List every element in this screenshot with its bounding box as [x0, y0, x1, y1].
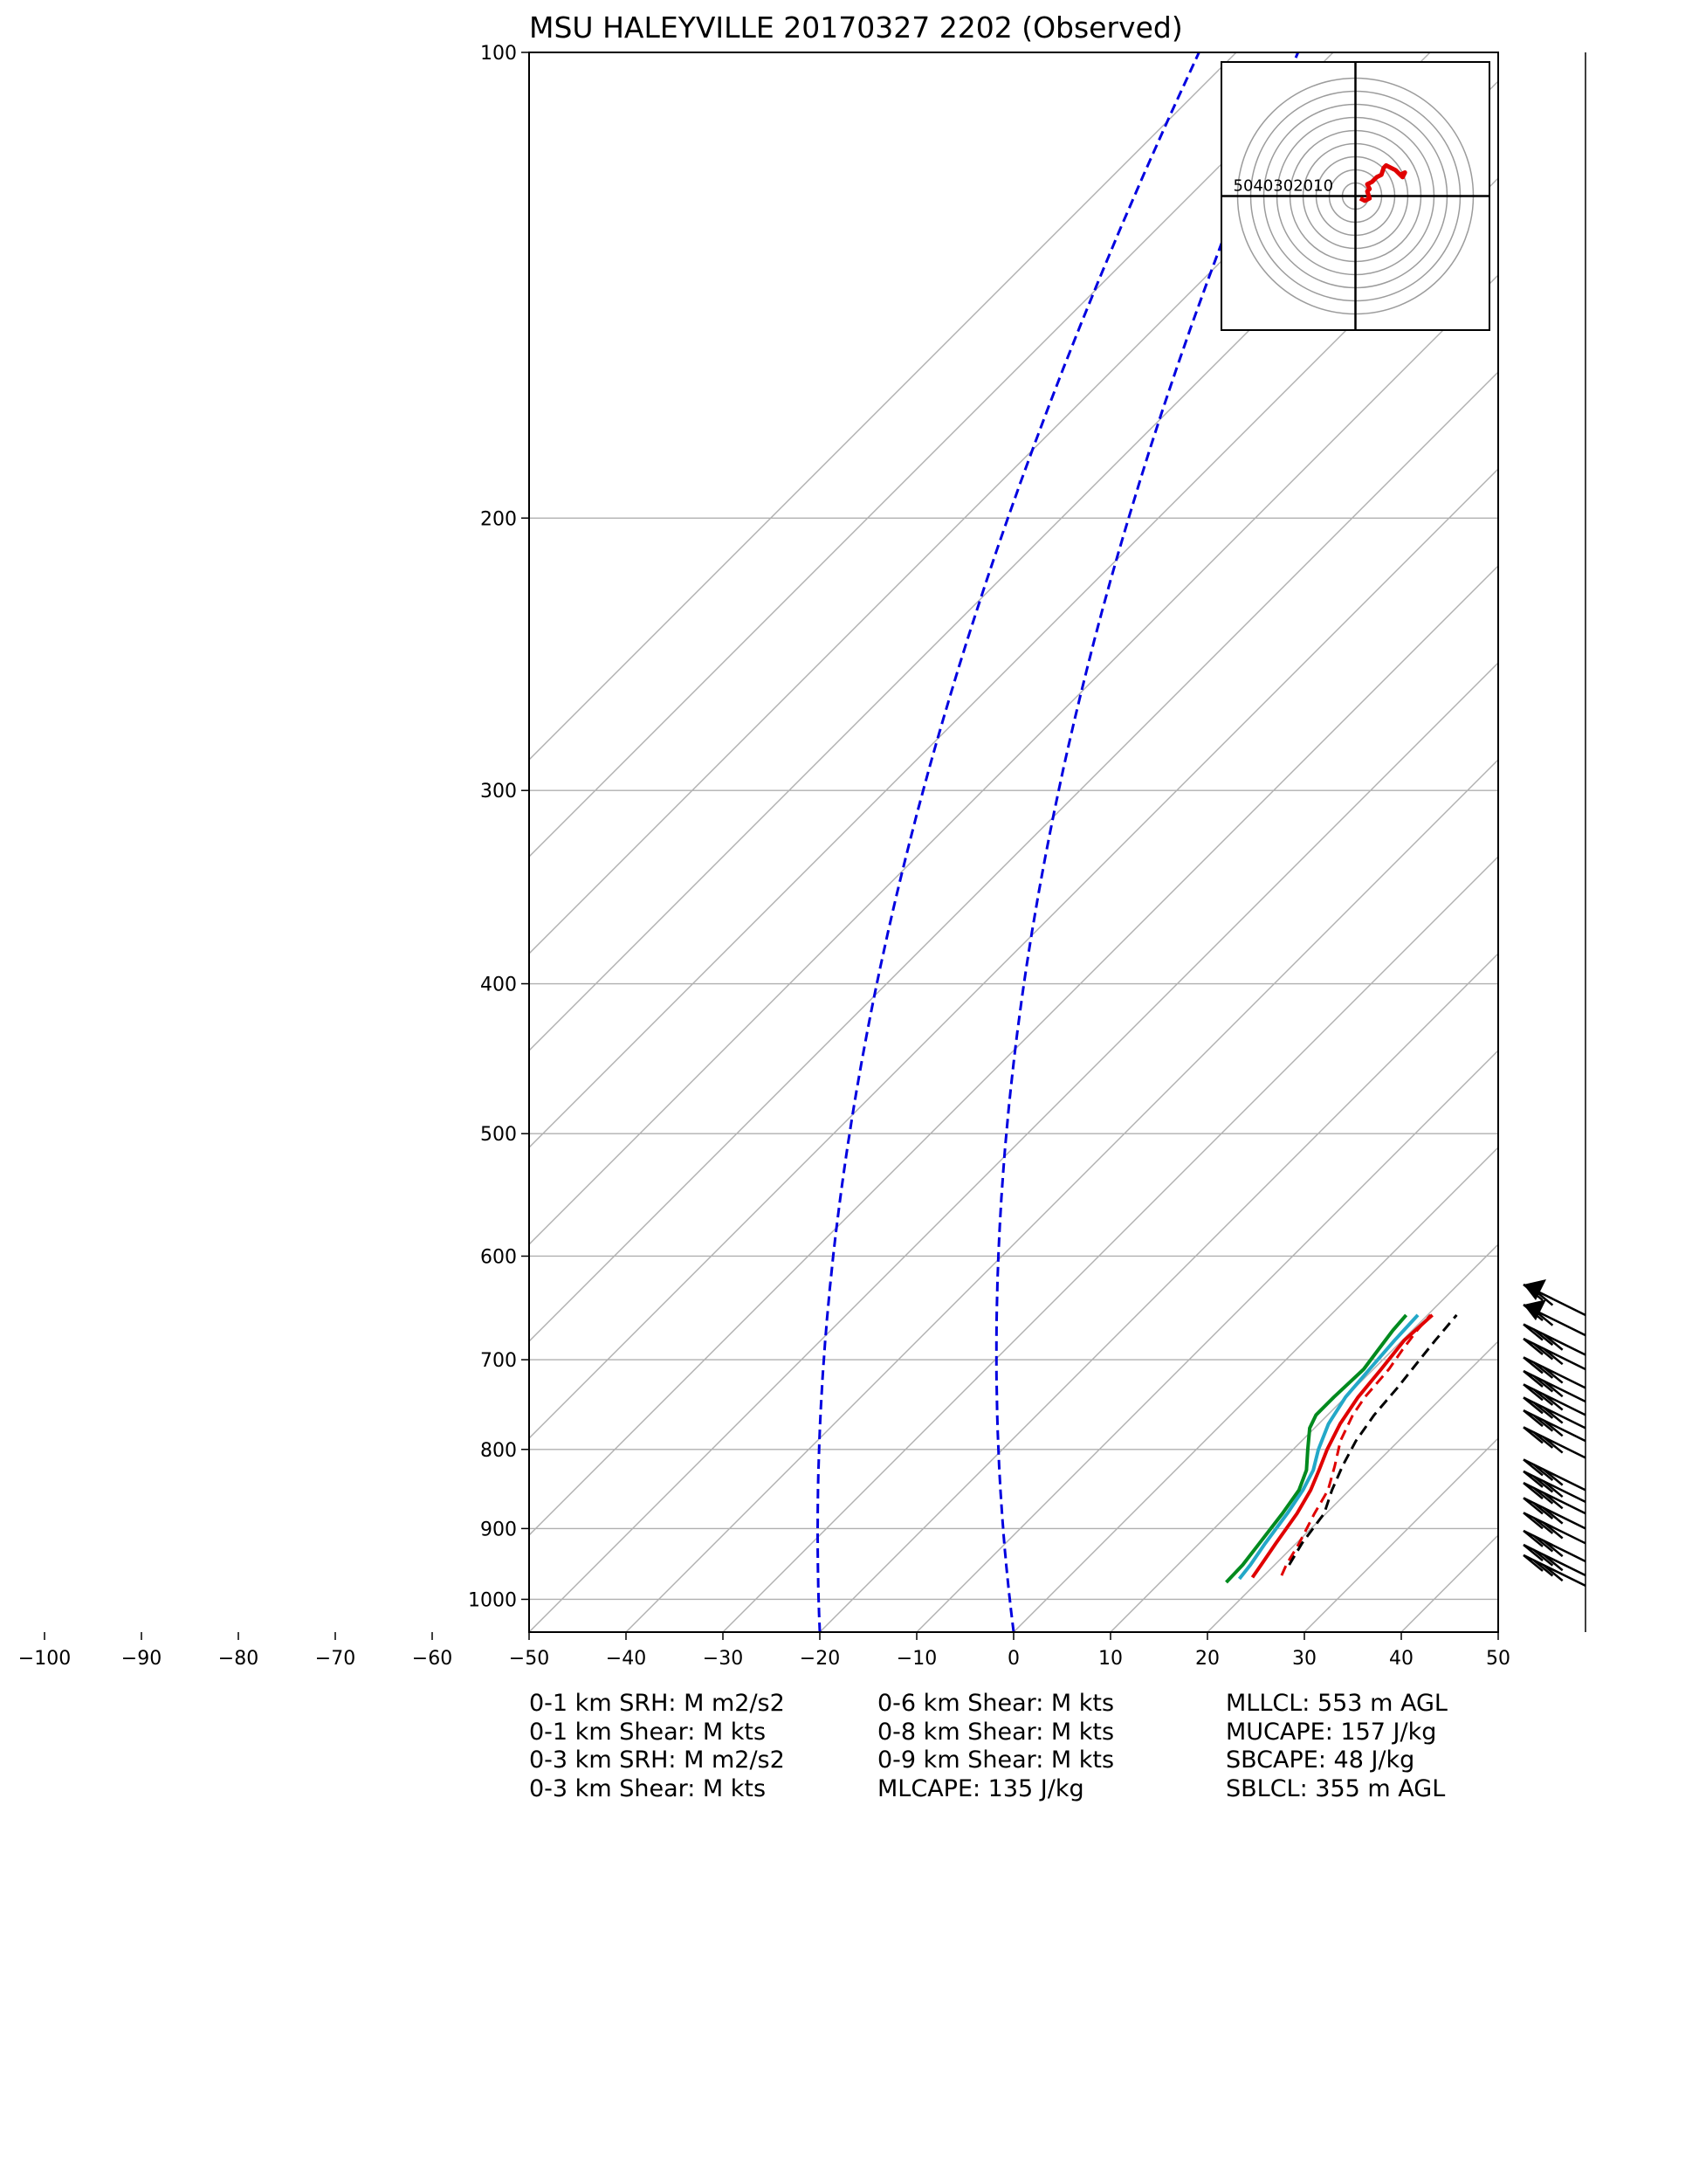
- wind-barb: [1523, 1470, 1586, 1504]
- isotherm-line: [529, 662, 1498, 1632]
- stats-column-1: 0-1 km SRH: M m2/s2 0-1 km Shear: M kts …: [529, 1690, 785, 1803]
- wind-barb: [1523, 1299, 1586, 1337]
- isotherm-line: [1013, 1147, 1498, 1632]
- sounding-traces: [1225, 1313, 1458, 1584]
- wind-barb: [1523, 1497, 1586, 1530]
- temperature-tick-label: 40: [1389, 1648, 1414, 1670]
- temperature-tick-label: −80: [218, 1648, 258, 1670]
- hodograph-frame: [1221, 61, 1490, 331]
- wind-barb: [1523, 1481, 1586, 1515]
- stat-mlcape: MLCAPE: 135 J/kg: [877, 1774, 1084, 1802]
- temperature-tick-label: 30: [1292, 1648, 1317, 1670]
- stats-column-3: MLLCL: 553 m AGL MUCAPE: 157 J/kg SBCAPE…: [1226, 1690, 1448, 1803]
- sounding-trace-3: [1225, 1313, 1408, 1584]
- pressure-tick-label: 200: [480, 508, 517, 530]
- temperature-tick-label: 0: [1008, 1648, 1020, 1670]
- stat-mucape: MUCAPE: 157 J/kg: [1226, 1718, 1437, 1746]
- hodograph-inset: 5040302010: [1221, 61, 1490, 331]
- stat-sbcape: SBCAPE: 48 J/kg: [1226, 1747, 1415, 1774]
- stat-sblcl: SBLCL: 355 m AGL: [1226, 1774, 1446, 1802]
- temperature-tick-label: 10: [1098, 1648, 1123, 1670]
- wind-barb: [1523, 1512, 1586, 1545]
- temperature-tick-label: −30: [703, 1648, 743, 1670]
- temperature-tick-label: −20: [800, 1648, 840, 1670]
- temperature-tick-label: −50: [509, 1648, 549, 1670]
- sounding-trace-1: [1250, 1313, 1434, 1579]
- wind-barb: [1523, 1543, 1586, 1577]
- wind-barb: [1523, 1554, 1586, 1588]
- isotherm-line: [529, 565, 1498, 1536]
- pressure-tick-label: 1000: [468, 1589, 517, 1611]
- temperature-tick-label: −70: [315, 1648, 355, 1670]
- stat-shear-0-1: 0-1 km Shear: M kts: [529, 1718, 767, 1746]
- stat-mllcl: MLLCL: 553 m AGL: [1226, 1690, 1448, 1717]
- isotherm-line: [916, 1050, 1498, 1632]
- pressure-tick-label: 500: [480, 1124, 517, 1146]
- hodograph-trace: [1359, 162, 1407, 203]
- stat-shear-0-8: 0-8 km Shear: M kts: [877, 1718, 1115, 1746]
- wind-barb: [1523, 1409, 1586, 1443]
- isotherm-line: [529, 52, 1431, 954]
- wind-barb: [1523, 1356, 1586, 1389]
- temperature-tick-label: 20: [1195, 1648, 1220, 1670]
- pressure-tick-label: 100: [480, 43, 517, 65]
- wind-barbs: [1523, 52, 1586, 1632]
- temperature-tick-label: −90: [121, 1648, 162, 1670]
- pressure-axis: 100 200 300 400 500 600 700 800 900 1000: [468, 43, 529, 1611]
- wind-barb: [1523, 1323, 1586, 1356]
- pressure-tick-label: 700: [480, 1350, 517, 1372]
- stats-column-2: 0-6 km Shear: M kts 0-8 km Shear: M kts …: [877, 1690, 1114, 1803]
- wind-barb: [1523, 1426, 1586, 1459]
- wind-barb: [1523, 1529, 1586, 1563]
- wind-barb: [1523, 1337, 1586, 1371]
- temperature-tick-label: −100: [18, 1648, 71, 1670]
- sounding-trace-2: [1237, 1313, 1420, 1581]
- pressure-tick-label: 400: [480, 975, 517, 996]
- isotherm-line: [529, 371, 1498, 1342]
- sounding-trace-5: [1288, 1313, 1458, 1566]
- temperature-tick-label: −10: [897, 1648, 937, 1670]
- pressure-tick-label: 900: [480, 1519, 517, 1540]
- isotherm-line: [819, 953, 1498, 1632]
- isotherm-line: [625, 759, 1498, 1632]
- wind-barb: [1523, 1278, 1586, 1317]
- sounding-trace-4: [1280, 1313, 1432, 1576]
- stat-srh-0-3: 0-3 km SRH: M m2/s2: [529, 1747, 785, 1774]
- temperature-tick-label: −60: [412, 1648, 452, 1670]
- wind-barb: [1523, 1458, 1586, 1492]
- isotherm-line: [1497, 1631, 1498, 1632]
- chart-title: MSU HALEYVILLE 20170327 2202 (Observed): [529, 10, 1183, 45]
- wind-barb: [1523, 1383, 1586, 1416]
- isotherm-line: [1110, 1244, 1498, 1632]
- stat-srh-0-1: 0-1 km SRH: M m2/s2: [529, 1690, 785, 1717]
- hodograph-ring-labels: 5040302010: [1234, 177, 1334, 196]
- isotherm-line: [529, 468, 1498, 1439]
- wind-barb: [1523, 1369, 1586, 1403]
- stat-shear-0-9: 0-9 km Shear: M kts: [877, 1747, 1115, 1774]
- temperature-axis: −100 −90 −80 −70 −60 −50 −40 −30 −20 −10 0 10 20 30 40…: [18, 1632, 1510, 1670]
- dry-adiabat-line: [994, 52, 1300, 1632]
- temperature-tick-label: 50: [1486, 1648, 1510, 1670]
- pressure-tick-label: 600: [480, 1246, 517, 1268]
- isotherm-line: [529, 52, 1334, 858]
- wind-barb: [1523, 1396, 1586, 1430]
- stat-shear-0-6: 0-6 km Shear: M kts: [877, 1690, 1115, 1717]
- isotherm-line: [722, 856, 1498, 1632]
- stat-shear-0-3: 0-3 km Shear: M kts: [529, 1774, 767, 1802]
- isotherm-line: [1207, 1340, 1498, 1632]
- dry-adiabat-line: [816, 52, 1200, 1632]
- pressure-tick-label: 800: [480, 1440, 517, 1462]
- isotherm-line: [529, 52, 1237, 761]
- pressure-tick-label: 300: [480, 781, 517, 803]
- temperature-tick-label: −40: [606, 1648, 646, 1670]
